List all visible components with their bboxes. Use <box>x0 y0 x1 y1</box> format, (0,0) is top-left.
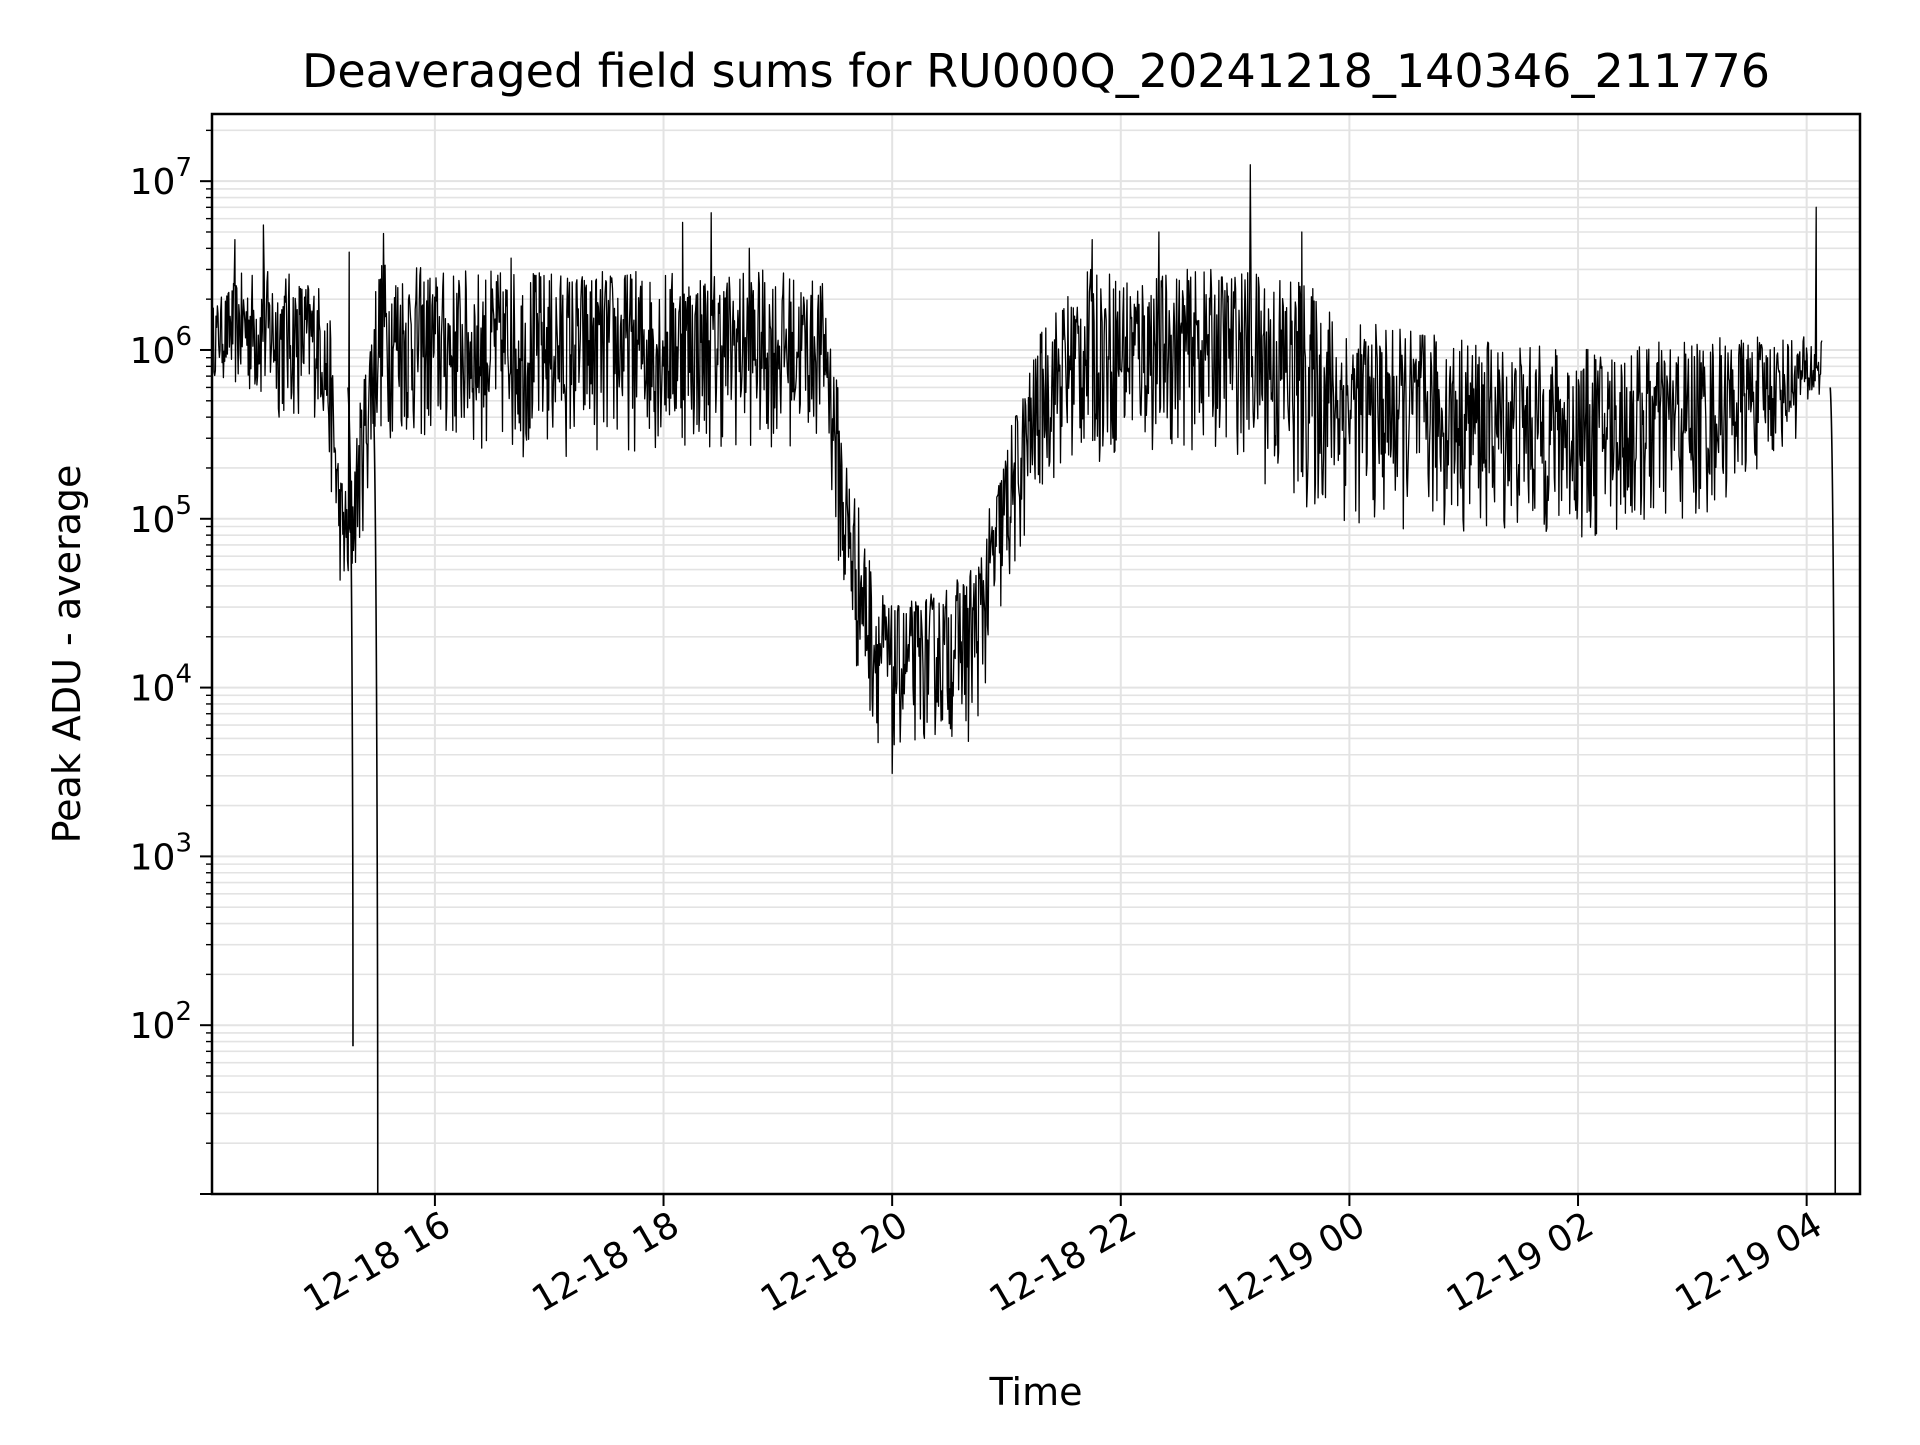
x-tick-label: 12-19 04 <box>1668 1204 1829 1320</box>
y-tick-base: 10 <box>130 331 176 372</box>
series-drop <box>1829 387 1837 1195</box>
y-tick-base: 10 <box>130 500 176 541</box>
series-line <box>211 164 1823 775</box>
y-tick-exponent: 6 <box>175 322 192 352</box>
y-tick-exponent: 4 <box>175 660 192 690</box>
y-tick-exponent: 5 <box>175 491 192 521</box>
y-tick-label: 105 <box>130 491 192 541</box>
y-tick-exponent: 2 <box>175 997 192 1027</box>
x-axis-label: Time <box>989 1370 1083 1414</box>
grid <box>212 114 1860 1195</box>
plot-frame <box>210 112 1862 1196</box>
series-drop <box>347 387 354 1047</box>
y-axis-label: Peak ADU - average <box>45 465 89 844</box>
y-tick-label: 102 <box>130 997 192 1047</box>
y-tick-exponent: 3 <box>175 828 192 858</box>
x-axis-ticks: 12-18 16 12-18 18 12-18 20 12-18 22 12-19 00… <box>297 1194 1829 1321</box>
x-tick-label: 12-19 00 <box>1211 1204 1372 1320</box>
y-tick-exponent: 7 <box>175 153 192 183</box>
y-tick-label: 103 <box>130 828 192 878</box>
chart-title: Deaveraged field sums for RU000Q_2024121… <box>302 44 1770 98</box>
y-tick-base: 10 <box>130 669 176 710</box>
y-tick-label: 104 <box>130 660 192 710</box>
x-tick-label: 12-18 22 <box>983 1204 1144 1320</box>
y-tick-label: 107 <box>130 153 192 203</box>
series-layer <box>211 164 1837 1195</box>
y-tick-label: 106 <box>130 322 192 372</box>
x-tick-label: 12-19 02 <box>1440 1204 1601 1320</box>
x-tick-label: 12-18 20 <box>754 1204 915 1320</box>
y-tick-base: 10 <box>130 1006 176 1047</box>
series-drop <box>371 387 379 1195</box>
x-tick-label: 12-18 18 <box>525 1204 686 1320</box>
x-tick-label: 12-18 16 <box>297 1204 458 1320</box>
y-tick-base: 10 <box>130 162 176 203</box>
y-tick-base: 10 <box>130 837 176 878</box>
